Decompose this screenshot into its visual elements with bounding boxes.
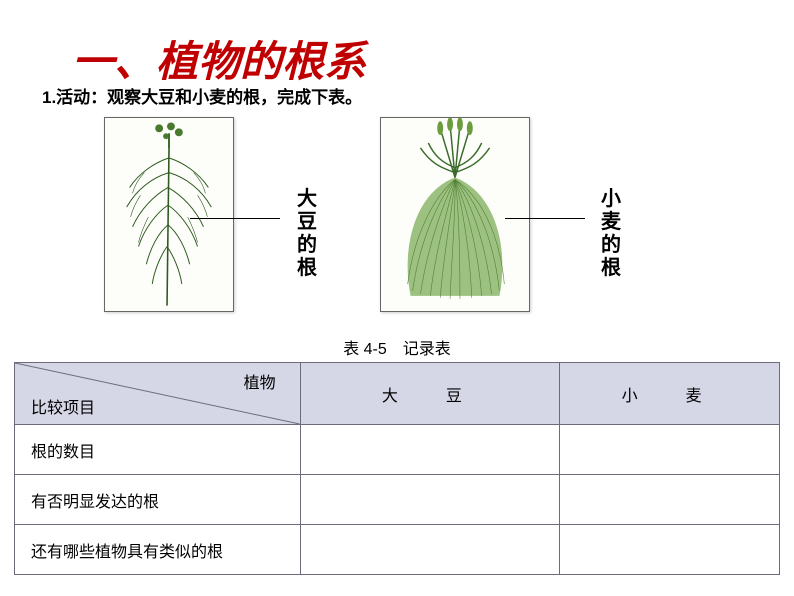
section-title: 一、植物的根系: [72, 28, 366, 89]
table-header-row: 植物 比较项目 大 豆 小 麦: [15, 363, 780, 425]
record-table: 植物 比较项目 大 豆 小 麦 根的数目 有否明显发达的根 还有哪些植物具有类似…: [14, 362, 780, 575]
cell: [300, 475, 560, 525]
cell: [300, 425, 560, 475]
cell: [300, 525, 560, 575]
row-label: 有否明显发达的根: [15, 475, 301, 525]
wheat-label: 小麦的根: [600, 188, 622, 280]
table-caption: 表 4-5 记录表: [0, 335, 794, 359]
soybean-illustration: [104, 117, 234, 312]
table-row: 还有哪些植物具有类似的根: [15, 525, 780, 575]
wheat-icon: [381, 118, 529, 311]
cell: [560, 525, 780, 575]
leader-line-wheat: [505, 218, 585, 219]
col-header-wheat: 小 麦: [560, 363, 780, 425]
diagonal-bottom-label: 比较项目: [31, 394, 95, 418]
cell: [560, 475, 780, 525]
row-label: 还有哪些植物具有类似的根: [15, 525, 301, 575]
diagonal-top-label: 植物: [244, 369, 276, 393]
soybean-icon: [105, 118, 233, 311]
diagonal-header-cell: 植物 比较项目: [15, 363, 301, 425]
table-row: 有否明显发达的根: [15, 475, 780, 525]
diagram-area: 大豆的根: [0, 115, 794, 325]
table-row: 根的数目: [15, 425, 780, 475]
activity-instruction: 1.活动：观察大豆和小麦的根，完成下表。: [42, 83, 362, 108]
wheat-illustration: [380, 117, 530, 312]
row-label: 根的数目: [15, 425, 301, 475]
col-header-soybean: 大 豆: [300, 363, 560, 425]
leader-line-soybean: [190, 218, 280, 219]
soybean-label: 大豆的根: [296, 188, 318, 280]
cell: [560, 425, 780, 475]
